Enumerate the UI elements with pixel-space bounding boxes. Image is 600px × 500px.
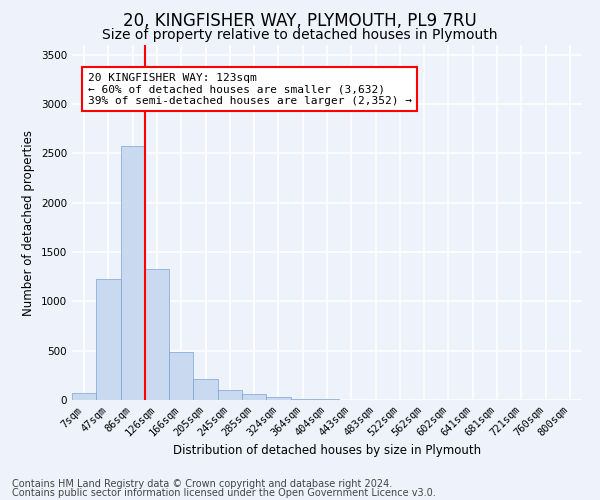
Bar: [193, 380, 218, 400]
Bar: [242, 394, 266, 400]
Text: 20 KINGFISHER WAY: 123sqm
← 60% of detached houses are smaller (3,632)
39% of se: 20 KINGFISHER WAY: 123sqm ← 60% of detac…: [88, 72, 412, 106]
Bar: [72, 392, 96, 400]
Bar: [266, 397, 290, 400]
X-axis label: Distribution of detached houses by size in Plymouth: Distribution of detached houses by size …: [173, 444, 481, 457]
Text: 20, KINGFISHER WAY, PLYMOUTH, PL9 7RU: 20, KINGFISHER WAY, PLYMOUTH, PL9 7RU: [123, 12, 477, 30]
Bar: [169, 352, 193, 400]
Text: Contains public sector information licensed under the Open Government Licence v3: Contains public sector information licen…: [12, 488, 436, 498]
Bar: [121, 146, 145, 400]
Bar: [96, 279, 121, 400]
Bar: [218, 390, 242, 400]
Text: Contains HM Land Registry data © Crown copyright and database right 2024.: Contains HM Land Registry data © Crown c…: [12, 479, 392, 489]
Text: Size of property relative to detached houses in Plymouth: Size of property relative to detached ho…: [102, 28, 498, 42]
Bar: [290, 399, 315, 400]
Y-axis label: Number of detached properties: Number of detached properties: [22, 130, 35, 316]
Bar: [145, 270, 169, 400]
